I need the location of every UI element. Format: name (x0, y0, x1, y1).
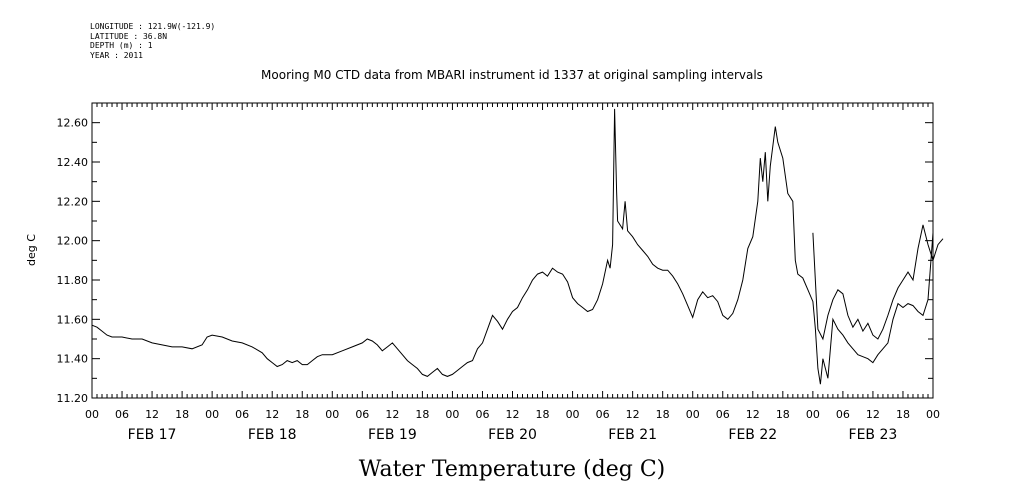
x-tick-label: 06 (475, 408, 489, 421)
x-tick-label: 12 (145, 408, 159, 421)
x-tick-labels: 00 06 12 18 00 06 12 18 00 06 12 18 00 06 12 18 00 06 12 18… (85, 408, 940, 421)
x-tick-label: 00 (205, 408, 219, 421)
x-tick-label: 12 (866, 408, 880, 421)
x-tick-label: 12 (506, 408, 520, 421)
x-tick-label: 18 (656, 408, 670, 421)
x-tick-label: 06 (115, 408, 129, 421)
x-tick-label: 00 (445, 408, 459, 421)
depth-text: DEPTH (m) : 1 (90, 41, 153, 50)
y-tick-label: 11.80 (57, 274, 89, 287)
x-tick-label: 00 (85, 408, 99, 421)
y-tick-label: 11.20 (57, 392, 89, 405)
x-tick-label: 18 (175, 408, 189, 421)
temperature-series-line (812, 224, 944, 341)
temperature-series-line (91, 108, 934, 385)
x-tick-label: 00 (325, 408, 339, 421)
day-label: FEB 18 (248, 427, 297, 443)
x-tick-label: 06 (836, 408, 850, 421)
y-tick-label: 11.40 (57, 353, 89, 366)
x-tick-label: 18 (776, 408, 790, 421)
y-tick-label: 11.60 (57, 313, 89, 326)
y-tick-label: 12.00 (57, 235, 89, 248)
day-label: FEB 23 (849, 427, 898, 443)
x-tick-label: 12 (746, 408, 760, 421)
y-tick-label: 12.20 (57, 195, 89, 208)
metadata-block: LONGITUDE : 121.9W(-121.9) LATITUDE : 36… (90, 22, 215, 60)
axis-ticks (91, 102, 934, 399)
x-tick-label: 00 (686, 408, 700, 421)
x-tick-label: 18 (295, 408, 309, 421)
data-lines (91, 108, 944, 385)
x-axis-label: Water Temperature (deg C) (359, 457, 666, 482)
year-text: YEAR : 2011 (90, 50, 143, 60)
day-label: FEB 20 (488, 427, 537, 443)
x-tick-label: 18 (415, 408, 429, 421)
y-tick-label: 12.40 (57, 156, 89, 169)
x-tick-label: 06 (355, 408, 369, 421)
y-axis-label: deg C (25, 234, 38, 266)
plot-frame (91, 102, 934, 399)
x-tick-label: 06 (716, 408, 730, 421)
day-labels: FEB 17 FEB 18 FEB 19 FEB 20 FEB 21 FEB 22 FEB … (128, 427, 898, 443)
x-tick-label: 18 (536, 408, 550, 421)
x-tick-label: 00 (926, 408, 940, 421)
x-tick-label: 06 (596, 408, 610, 421)
x-tick-label: 18 (896, 408, 910, 421)
day-label: FEB 21 (608, 427, 657, 443)
x-tick-label: 12 (385, 408, 399, 421)
longitude-text: LONGITUDE : 121.9W(-121.9) (90, 22, 216, 31)
day-label: FEB 17 (128, 427, 177, 443)
latitude-text: LATITUDE : 36.8N (90, 31, 168, 41)
x-tick-label: 00 (806, 408, 820, 421)
day-label: FEB 22 (728, 427, 777, 443)
chart-title: Mooring M0 CTD data from MBARI instrumen… (261, 68, 763, 82)
x-tick-label: 12 (265, 408, 279, 421)
day-label: FEB 19 (368, 427, 417, 443)
x-tick-label: 12 (626, 408, 640, 421)
x-tick-label: 00 (566, 408, 580, 421)
y-tick-label: 12.60 (57, 117, 89, 130)
y-tick-labels: 11.20 11.40 11.60 11.80 12.00 12.20 12.40 12.60 (57, 117, 89, 405)
x-tick-label: 06 (235, 408, 249, 421)
